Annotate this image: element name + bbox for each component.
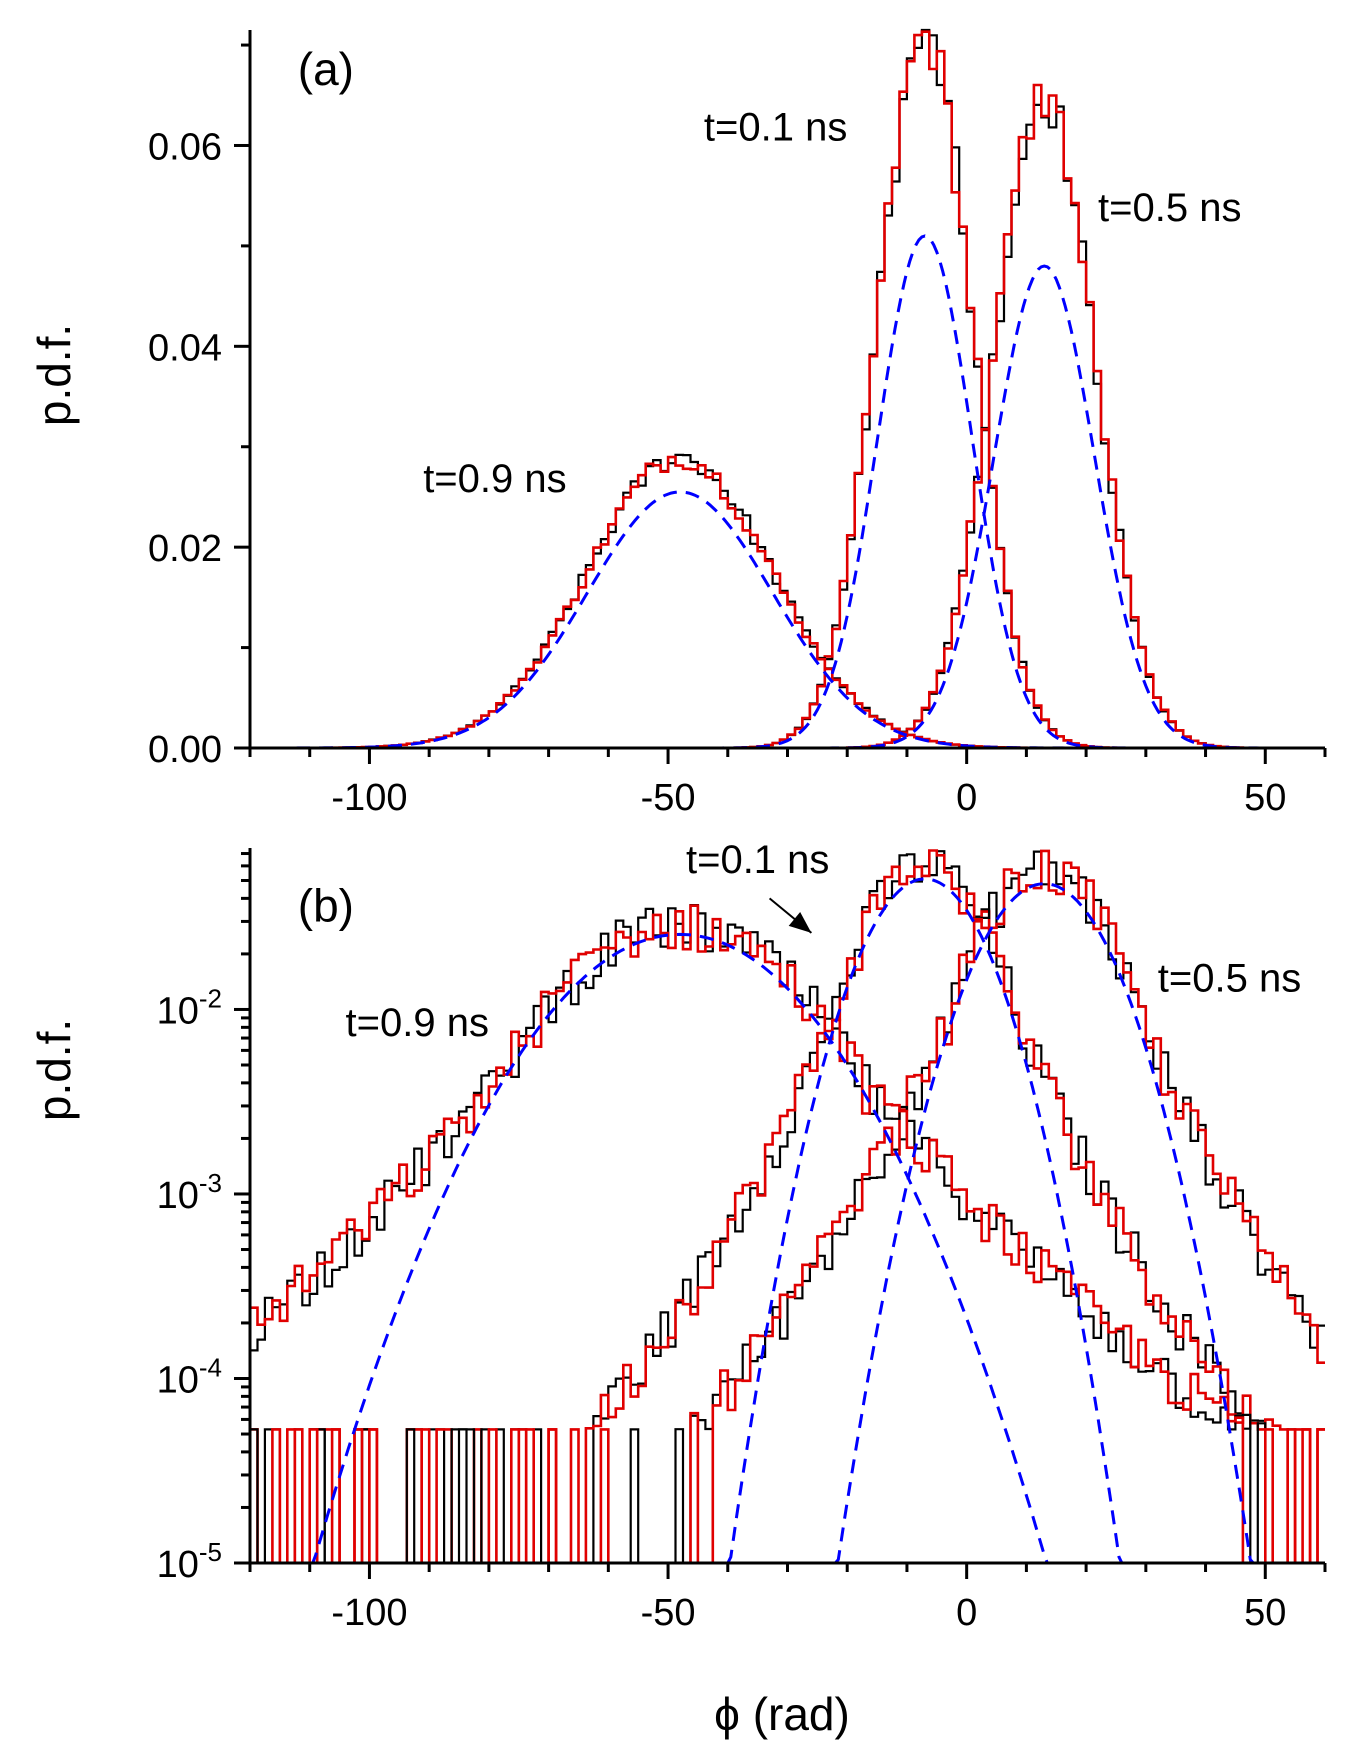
panel-label: (b)	[298, 879, 354, 931]
panel-b-ylabel: p.d.f.	[28, 1019, 80, 1121]
fit-t01ns	[250, 234, 1325, 748]
x-tick-label: 0	[956, 777, 977, 819]
y-tick-label: 10-3	[157, 1168, 222, 1217]
panel-b: -100 -50 0 50 10-2 10-3 10-4 10-5 p.d.f. (b) t=…	[28, 838, 1327, 1740]
y-tick-label: 10-2	[157, 983, 222, 1032]
y-tick-label: 0.06	[148, 126, 222, 168]
panel-a-xticks: -100 -50 0 50	[248, 748, 1327, 819]
y-tick-label: 10-4	[157, 1352, 222, 1401]
x-tick-label: -50	[641, 777, 696, 819]
panel-b-annotations: (b) t=0.1 ns t=0.5 ns t=0.9 ns	[298, 838, 1301, 1045]
x-tick-label: -50	[641, 1592, 696, 1634]
panel-b-axes-frame	[250, 848, 1325, 1563]
x-axis-label: ϕ (rad)	[714, 1688, 850, 1740]
series-annotation: t=0.5 ns	[1098, 186, 1241, 230]
y-tick-label: 0.02	[148, 528, 222, 570]
x-tick-label: 50	[1244, 777, 1286, 819]
panel-a: -100 -50 0 50 0.00 0.02 0.04 0.06 p.d.f. (a) t=…	[28, 28, 1327, 819]
y-tick-label: 0.00	[148, 729, 222, 771]
panel-b-curves	[250, 849, 1325, 1563]
panel-b-xticks: -100 -50 0 50	[248, 1563, 1327, 1634]
hist-t09ns-red	[250, 904, 1325, 1563]
panel-a-yticks: 0.00 0.02 0.04 0.06	[148, 43, 250, 771]
fit-t05ns	[834, 882, 1255, 1563]
series-annotation: t=0.1 ns	[686, 838, 829, 882]
x-tick-label: 0	[956, 1592, 977, 1634]
y-tick-label: 0.04	[148, 327, 222, 369]
t01-arrowhead	[788, 911, 812, 933]
fit-t01ns	[726, 877, 1124, 1563]
hist-t05ns-black	[250, 850, 1325, 1563]
fit-t09ns	[309, 932, 1051, 1563]
panel-b-yticks: 10-2 10-3 10-4 10-5	[157, 852, 250, 1586]
x-tick-label: 50	[1244, 1592, 1286, 1634]
hist-t05ns-red	[250, 849, 1325, 1563]
x-tick-label: -100	[331, 1592, 407, 1634]
hist-t05ns-red	[250, 83, 1325, 748]
series-annotation: t=0.5 ns	[1158, 957, 1301, 1001]
fit-t05ns	[250, 264, 1325, 748]
series-annotation: t=0.9 ns	[423, 457, 566, 501]
series-annotation: t=0.9 ns	[346, 1001, 489, 1045]
panel-label: (a)	[298, 43, 354, 95]
fit-t09ns	[250, 490, 1325, 748]
panel-a-ylabel: p.d.f.	[28, 324, 80, 426]
hist-t09ns-red	[250, 455, 1325, 748]
series-annotation: t=0.1 ns	[704, 105, 847, 149]
y-tick-label: 10-5	[157, 1537, 222, 1586]
panel-a-annotations: (a) t=0.1 ns t=0.5 ns t=0.9 ns	[298, 43, 1242, 501]
x-tick-label: -100	[331, 777, 407, 819]
